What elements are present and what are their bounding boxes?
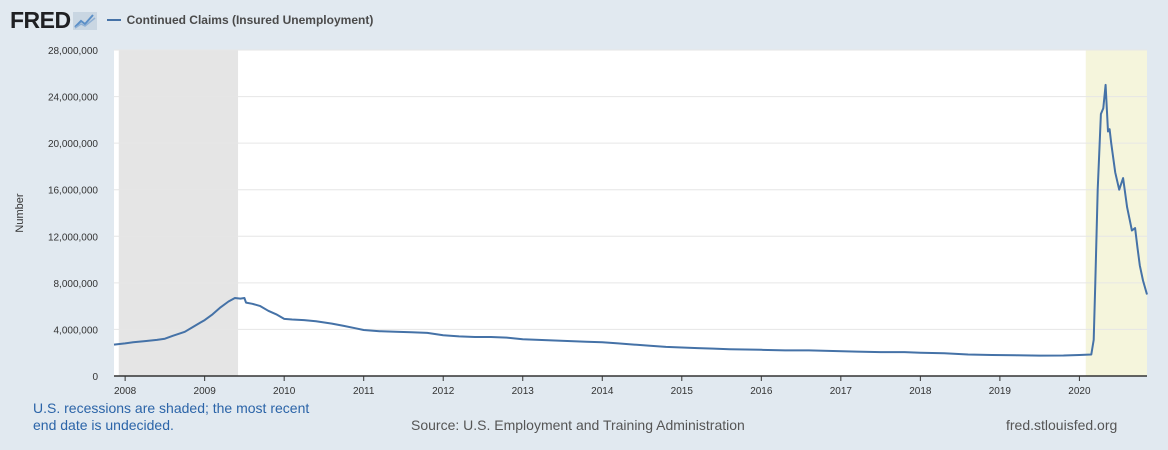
site-link[interactable]: fred.stlouisfed.org <box>1006 417 1118 433</box>
series-line-continued-claims[interactable] <box>113 83 1148 357</box>
recession-band-1 <box>118 50 239 376</box>
legend[interactable]: Continued Claims (Insured Unemployment) <box>106 13 374 27</box>
x-tick-label: 2015 <box>671 386 694 397</box>
recession-band-2 <box>1085 50 1147 376</box>
legend-series-label: Continued Claims (Insured Unemployment) <box>126 13 374 27</box>
x-tick-label: 2014 <box>591 386 614 397</box>
line-chart[interactable]: 0 4,000,000 8,000,000 12,000,000 16,000,000 2… <box>0 0 1168 400</box>
x-tick-label: 2009 <box>194 386 217 397</box>
y-tick-label: 24,000,000 <box>48 93 98 104</box>
y-tick-label: 12,000,000 <box>48 232 98 243</box>
x-axis-ticks: 2008 2009 2010 2011 2012 2013 2014 2015 2016 2017… <box>114 376 1091 397</box>
x-tick-label: 2020 <box>1068 386 1091 397</box>
y-tick-label: 20,000,000 <box>48 139 98 150</box>
chart-line-icon <box>72 12 97 30</box>
fred-logo[interactable]: FRED <box>10 7 71 33</box>
y-tick-label: 8,000,000 <box>54 279 99 290</box>
x-tick-label: 2019 <box>989 386 1012 397</box>
recession-shading <box>118 50 1147 376</box>
recession-note: U.S. recessions are shaded; the most rec… <box>33 400 310 433</box>
x-tick-label: 2010 <box>273 386 296 397</box>
legend-swatch <box>106 19 121 21</box>
y-tick-label: 4,000,000 <box>54 325 99 336</box>
x-tick-label: 2012 <box>432 386 455 397</box>
x-tick-label: 2011 <box>353 386 375 397</box>
source-text: Source: U.S. Employment and Training Adm… <box>411 417 745 433</box>
x-tick-label: 2017 <box>830 386 853 397</box>
y-tick-label: 28,000,000 <box>48 46 98 57</box>
plot-background <box>114 50 1147 376</box>
y-axis-label: Number <box>14 193 26 232</box>
y-axis-ticks: 0 4,000,000 8,000,000 12,000,000 16,000,000 2… <box>48 46 99 383</box>
series-group <box>113 83 1148 357</box>
x-tick-label: 2008 <box>114 386 137 397</box>
y-tick-label: 0 <box>92 372 98 383</box>
chart-header: FRED Continued Claims (Insured Unemploym… <box>10 6 373 34</box>
x-tick-label: 2018 <box>909 386 932 397</box>
x-tick-label: 2013 <box>512 386 535 397</box>
gridlines <box>114 49 1147 330</box>
x-tick-label: 2016 <box>750 386 773 397</box>
y-tick-label: 16,000,000 <box>48 186 98 197</box>
